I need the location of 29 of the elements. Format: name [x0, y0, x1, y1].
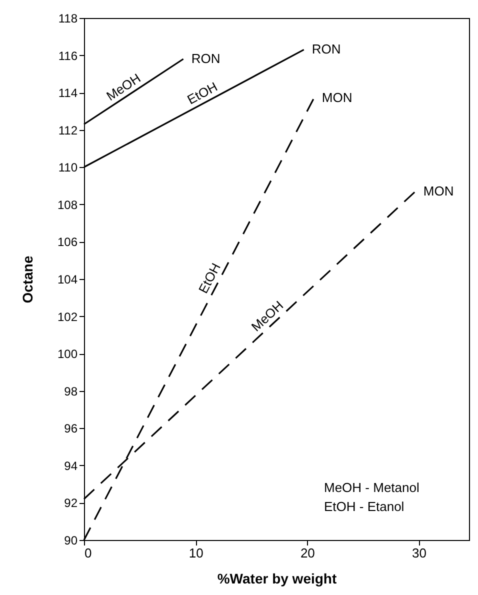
annotation: MeOH - Metanol — [324, 480, 420, 495]
y-tick-label: 114 — [58, 86, 78, 100]
x-axis-title: %Water by weight — [217, 570, 337, 586]
annotation: EtOH — [184, 79, 220, 108]
x-tick-label: 10 — [188, 546, 204, 560]
annotation: MON — [322, 90, 352, 106]
annotation: RON — [191, 51, 220, 66]
y-tick-label: 106 — [57, 235, 78, 250]
annotation: RON — [312, 42, 341, 57]
y-tick-label: 98 — [64, 384, 78, 398]
y-tick-label: 102 — [57, 310, 78, 324]
y-tick-label: 110 — [58, 160, 78, 175]
y-tick-label: 108 — [57, 198, 78, 212]
annotation: EtOH - Etanol — [324, 499, 404, 514]
y-tick-label: 104 — [57, 272, 78, 286]
y-tick-label: 96 — [64, 422, 78, 436]
y-tick-label: 94 — [64, 458, 78, 473]
y-tick-label: 116 — [58, 48, 78, 63]
y-tick-label: 90 — [64, 534, 78, 548]
annotation: EtOH — [195, 260, 224, 296]
y-tick-label: 118 — [58, 12, 78, 26]
annotation: MON — [423, 183, 454, 198]
x-tick-label: 30 — [412, 546, 427, 560]
x-tick-label: 20 — [300, 546, 315, 560]
y-tick-label: 92 — [64, 496, 78, 510]
y-tick-label: 112 — [58, 123, 78, 138]
x-tick-label: 0 — [84, 546, 92, 560]
y-axis-title: Octane — [19, 256, 36, 304]
y-tick-label: 100 — [57, 347, 78, 362]
